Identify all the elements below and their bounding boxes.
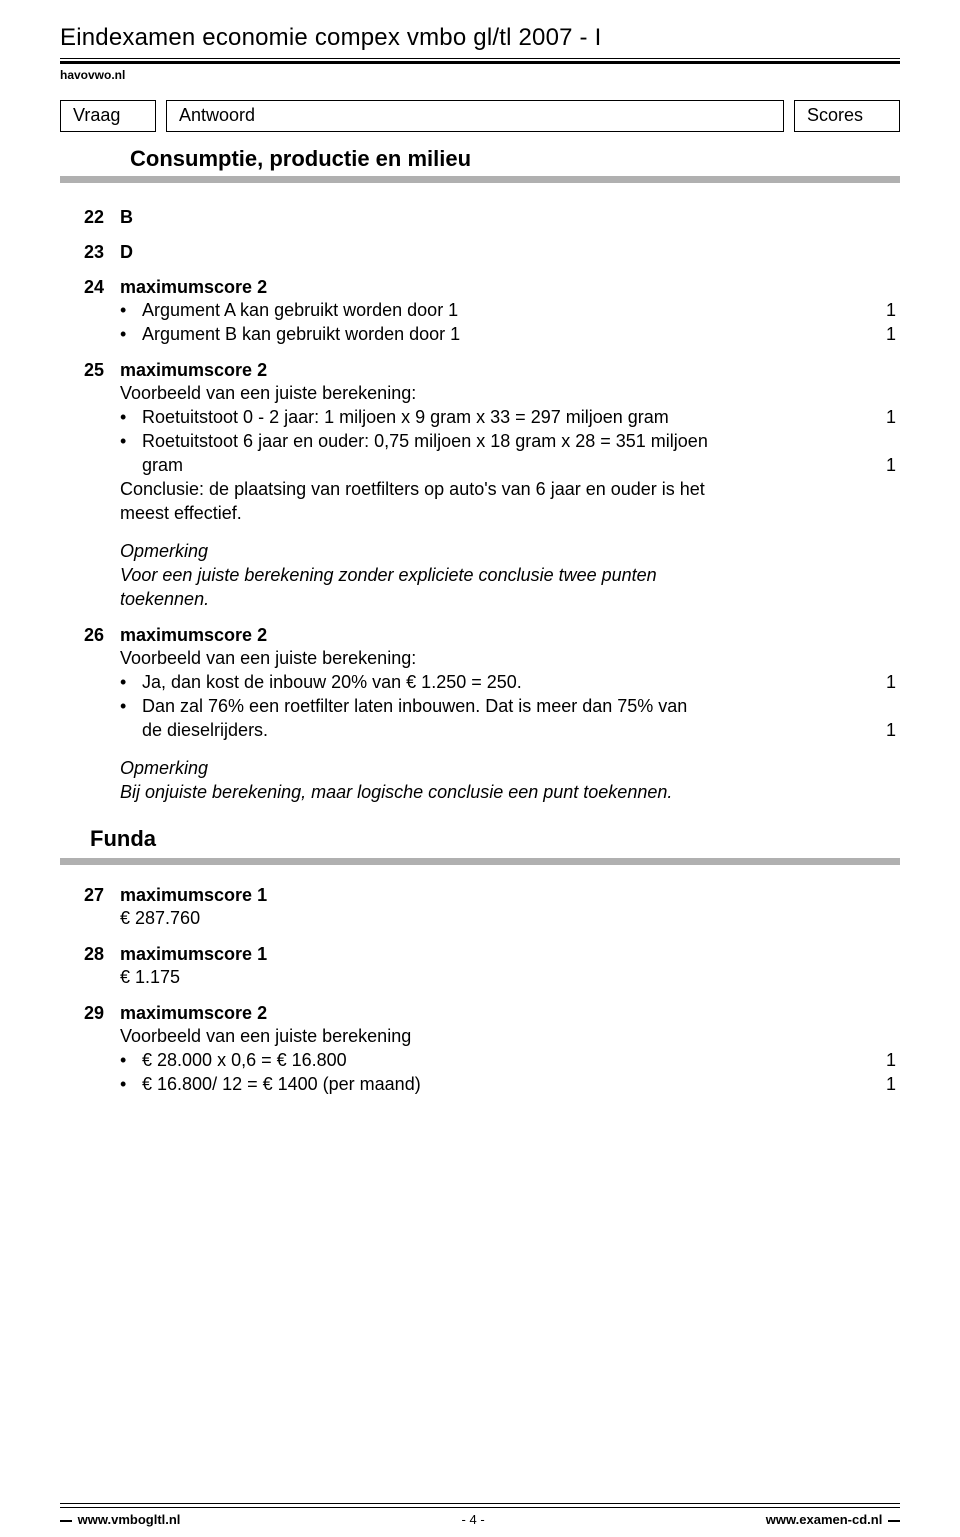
q25-lead: maximumscore 2: [120, 360, 900, 381]
q24-num: 24: [60, 277, 120, 298]
bullet-icon: •: [120, 670, 142, 694]
q27-val: € 287.760: [120, 906, 900, 930]
footer-rule: [60, 1503, 900, 1508]
q28-lead: maximumscore 1: [120, 944, 900, 965]
site-small: havovwo.nl: [60, 68, 900, 82]
q26-opm1: Bij onjuiste berekening, maar logische c…: [120, 780, 900, 804]
q26-num: 26: [60, 625, 120, 646]
doc-title: Eindexamen economie compex vmbo gl/tl 20…: [60, 24, 900, 52]
question-26: 26 maximumscore 2 Voorbeeld van een juis…: [60, 625, 900, 804]
footer-right: www.examen-cd.nl: [766, 1512, 900, 1527]
q29-intro: Voorbeeld van een juiste berekening: [120, 1024, 900, 1048]
q25-b1-score: 1: [868, 405, 896, 429]
q24-b1-score: 1: [868, 298, 896, 322]
page: Eindexamen economie compex vmbo gl/tl 20…: [0, 0, 960, 1537]
q24-b2: Argument B kan gebruikt worden door 1: [142, 322, 868, 346]
q25-num: 25: [60, 360, 120, 381]
q28-val: € 1.175: [120, 965, 900, 989]
column-header-row: Vraag Antwoord Scores: [60, 100, 900, 132]
q25-opm1: Voor een juiste berekening zonder explic…: [120, 563, 900, 587]
q25-opm2: toekennen.: [120, 587, 900, 611]
footer-left: www.vmbogltl.nl: [60, 1512, 180, 1527]
content: 22 B 23 D 24 maximumscore 2 • Argument A…: [60, 207, 900, 804]
bullet-icon: •: [120, 322, 142, 346]
q23-answer: D: [120, 242, 133, 262]
q29-b1: € 28.000 x 0,6 = € 16.800: [142, 1048, 868, 1072]
q26-b2a: Dan zal 76% een roetfilter laten inbouwe…: [142, 694, 868, 718]
q24-lead: maximumscore 2: [120, 277, 900, 298]
q29-lead: maximumscore 2: [120, 1003, 900, 1024]
question-23: 23 D: [60, 242, 900, 263]
q29-num: 29: [60, 1003, 120, 1024]
header-double-rule: [60, 58, 900, 64]
q22-answer: B: [120, 207, 133, 227]
bullet-icon: •: [120, 694, 142, 718]
q29-b1-score: 1: [868, 1048, 896, 1072]
q24-b1: Argument A kan gebruikt worden door 1: [142, 298, 868, 322]
funda-content: 27 maximumscore 1 € 287.760 28 maximumsc…: [60, 885, 900, 1096]
question-29: 29 maximumscore 2 Voorbeeld van een juis…: [60, 1003, 900, 1096]
question-27: 27 maximumscore 1 € 287.760: [60, 885, 900, 930]
q25-opm-label: Opmerking: [120, 539, 900, 563]
section-rule-1: [60, 176, 900, 183]
section-consumptie-title: Consumptie, productie en milieu: [130, 146, 900, 172]
q25-b2b: gram: [142, 453, 868, 477]
q25-b1: Roetuitstoot 0 - 2 jaar: 1 miljoen x 9 g…: [142, 405, 868, 429]
q26-b2-score: 1: [868, 718, 896, 742]
q25-opm: Opmerking Voor een juiste berekening zon…: [120, 539, 900, 611]
q26-lead: maximumscore 2: [120, 625, 900, 646]
page-footer: www.vmbogltl.nl - 4 - www.examen-cd.nl: [60, 1503, 900, 1527]
q24-b2-score: 1: [868, 322, 896, 346]
footer-row: www.vmbogltl.nl - 4 - www.examen-cd.nl: [60, 1512, 900, 1527]
q27-num: 27: [60, 885, 120, 906]
section-rule-2: [60, 858, 900, 865]
q26-b1-score: 1: [868, 670, 896, 694]
q22-num: 22: [60, 207, 120, 228]
q25-conc2: meest effectief.: [120, 501, 900, 525]
q27-lead: maximumscore 1: [120, 885, 900, 906]
question-28: 28 maximumscore 1 € 1.175: [60, 944, 900, 989]
col-scores: Scores: [794, 100, 900, 132]
col-vraag: Vraag: [60, 100, 156, 132]
col-antwoord: Antwoord: [166, 100, 784, 132]
bullet-icon: •: [120, 1072, 142, 1096]
q23-num: 23: [60, 242, 120, 263]
q26-opm: Opmerking Bij onjuiste berekening, maar …: [120, 756, 900, 804]
q26-b1: Ja, dan kost de inbouw 20% van € 1.250 =…: [142, 670, 868, 694]
q25-conc1: Conclusie: de plaatsing van roetfilters …: [120, 477, 900, 501]
question-24: 24 maximumscore 2 • Argument A kan gebru…: [60, 277, 900, 346]
q28-num: 28: [60, 944, 120, 965]
bullet-icon: •: [120, 1048, 142, 1072]
question-22: 22 B: [60, 207, 900, 228]
bullet-icon: •: [120, 298, 142, 322]
q29-b2: € 16.800/ 12 = € 1400 (per maand): [142, 1072, 868, 1096]
question-25: 25 maximumscore 2 Voorbeeld van een juis…: [60, 360, 900, 611]
q29-b2-score: 1: [868, 1072, 896, 1096]
q25-intro: Voorbeeld van een juiste berekening:: [120, 381, 900, 405]
q26-b2b: de dieselrijders.: [142, 718, 868, 742]
bullet-icon: •: [120, 405, 142, 429]
section-funda-title: Funda: [90, 826, 900, 852]
q25-b2a: Roetuitstoot 6 jaar en ouder: 0,75 miljo…: [142, 429, 868, 453]
q26-intro: Voorbeeld van een juiste berekening:: [120, 646, 900, 670]
footer-center: - 4 -: [462, 1512, 485, 1527]
q26-opm-label: Opmerking: [120, 756, 900, 780]
bullet-icon: •: [120, 429, 142, 453]
q25-b2-score: 1: [868, 453, 896, 477]
